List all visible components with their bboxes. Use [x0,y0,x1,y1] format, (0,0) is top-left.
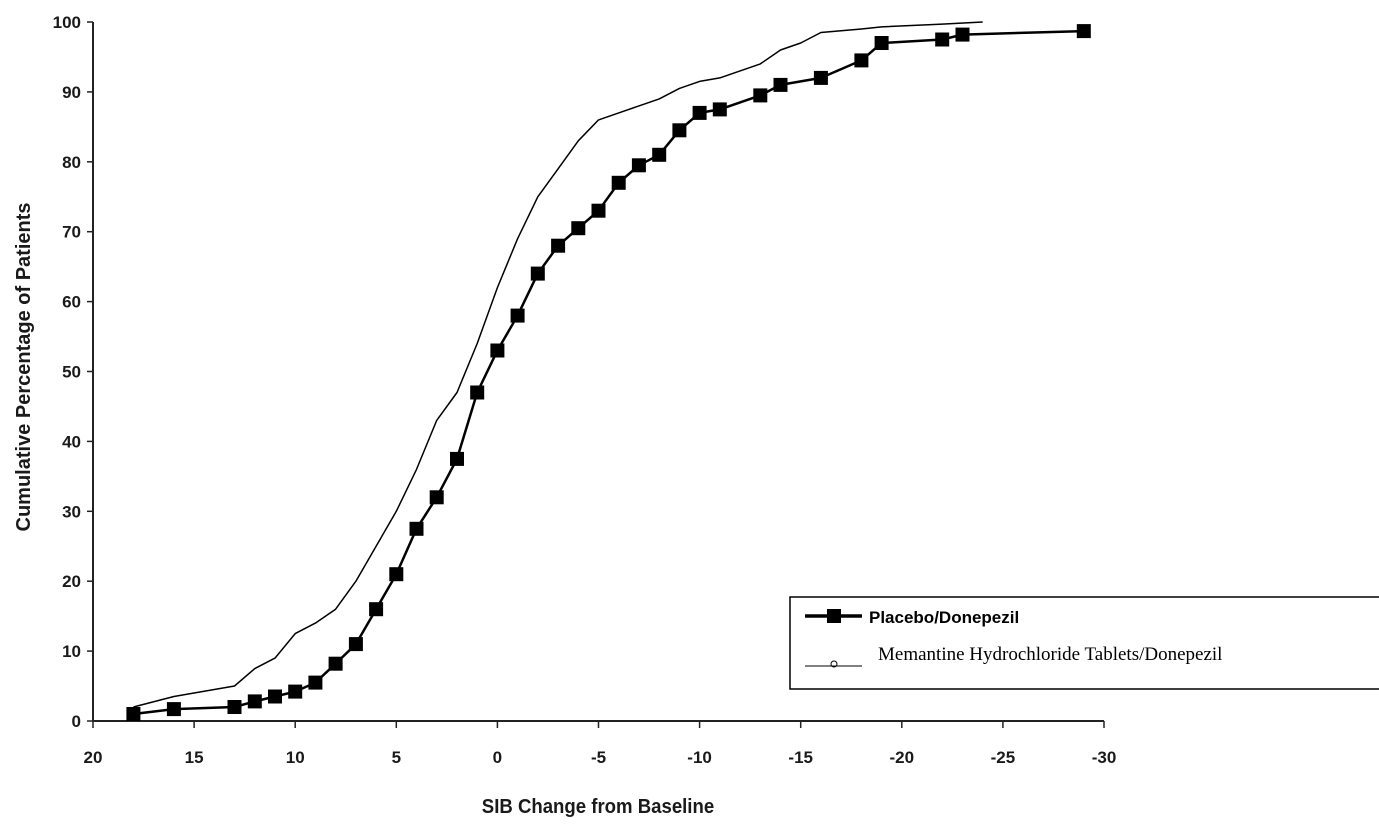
x-tick-label: 20 [84,748,103,767]
data-point-placebo [611,175,626,190]
series [126,21,1091,721]
legend-marker-placebo [827,609,841,623]
data-point-placebo [510,308,525,323]
data-point-placebo [166,702,181,717]
data-point-placebo [429,490,444,505]
data-point-placebo [530,266,545,281]
y-tick-label: 30 [62,502,81,521]
x-tick-label: 5 [392,748,401,767]
data-point-placebo [874,36,889,50]
legend: Placebo/Donepezil Memantine Hydrochlorid… [789,596,1379,690]
data-point-placebo [712,102,727,117]
y-tick-label: 90 [62,83,81,102]
data-point-placebo [227,700,242,714]
y-ticks: 0 10 20 30 40 50 60 70 80 90 100 [53,13,93,731]
x-axis-title: SIB Change from Baseline [482,796,715,818]
data-point-placebo [348,637,363,652]
x-tick-label: -30 [1092,748,1117,767]
data-point-placebo [409,521,424,536]
data-point-placebo [470,385,485,400]
data-point-placebo [955,27,970,42]
y-tick-label: 40 [62,432,81,451]
x-tick-label: 15 [185,748,204,767]
y-tick-label: 70 [62,223,81,242]
y-tick-label: 80 [62,153,81,172]
data-point-placebo [773,77,788,92]
y-tick-label: 0 [72,712,81,731]
legend-box [789,596,1379,690]
data-point-placebo [126,707,141,721]
data-point-placebo [591,203,606,218]
data-point-placebo [813,70,828,85]
data-point-placebo [1076,24,1091,39]
data-point-placebo [935,32,950,47]
legend-label-memantine: Memantine Hydrochloride Tablets/Donepezi… [878,644,1222,665]
series-line-memantine [133,21,983,708]
data-point-placebo [631,158,646,173]
data-point-placebo [247,694,262,709]
data-point-placebo [308,675,323,690]
data-point-placebo [288,684,303,699]
x-tick-label: 10 [286,748,305,767]
data-point-placebo [854,53,869,68]
y-tick-label: 60 [62,293,81,312]
y-tick-label: 100 [53,13,81,32]
x-tick-label: -20 [890,748,915,767]
x-tick-label: -10 [687,748,712,767]
y-tick-label: 50 [62,363,81,382]
x-ticks: 20 15 10 5 0 -5 -10 -15 -20 -25 -30 [84,721,1117,767]
x-tick-label: 0 [493,748,502,767]
x-tick-label: -5 [591,748,606,767]
data-point-placebo [753,88,768,103]
legend-label-placebo: Placebo/Donepezil [869,608,1019,627]
data-point-placebo [268,689,282,704]
data-point-placebo [389,567,404,582]
x-tick-label: -15 [788,748,813,767]
data-point-placebo [490,343,505,358]
data-point-placebo [450,451,464,466]
data-point-placebo [571,221,586,236]
data-point-placebo [369,602,384,617]
y-tick-label: 10 [62,642,81,661]
data-point-placebo [652,147,667,162]
x-tick-label: -25 [991,748,1016,767]
y-axis-title: Cumulative Percentage of Patients [13,203,35,532]
y-tick-label: 20 [62,572,81,591]
data-point-placebo [328,656,343,671]
data-point-placebo [692,105,707,120]
data-point-placebo [672,123,687,138]
data-point-placebo [551,238,566,253]
legend-marker-memantine [830,660,838,668]
